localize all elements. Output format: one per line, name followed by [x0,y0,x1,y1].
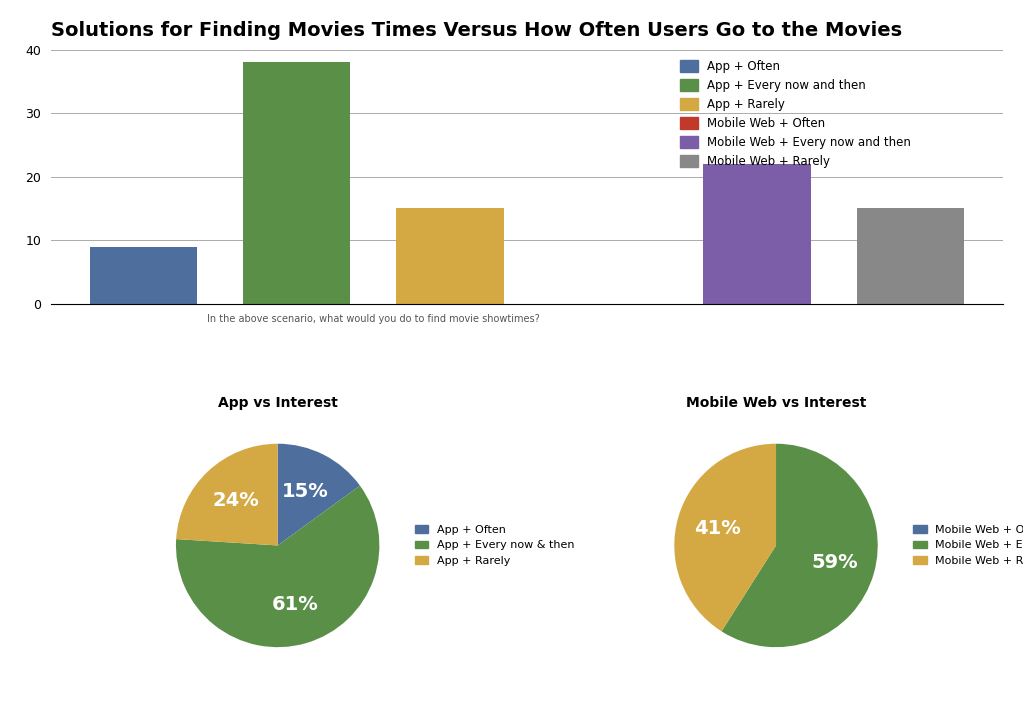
Text: 59%: 59% [811,553,858,572]
Wedge shape [176,486,380,647]
Text: 41%: 41% [694,519,741,538]
Text: 24%: 24% [213,491,259,510]
Bar [397,208,504,304]
Text: Solutions for Finding Movies Times Versus How Often Users Go to the Movies: Solutions for Finding Movies Times Versu… [51,21,902,40]
Wedge shape [176,444,277,545]
Legend: App + Often, App + Every now and then, App + Rarely, Mobile Web + Often, Mobile : App + Often, App + Every now and then, A… [675,55,916,173]
Bar [90,246,196,304]
Bar [857,208,965,304]
Wedge shape [674,444,776,632]
Bar [704,164,811,304]
Wedge shape [721,444,878,647]
Title: App vs Interest: App vs Interest [218,396,338,410]
Bar [243,62,350,304]
Legend: App + Often, App + Every now & then, App + Rarely: App + Often, App + Every now & then, App… [410,520,579,571]
Text: 61%: 61% [271,595,318,614]
Wedge shape [277,444,360,545]
Legend: Mobile Web + Often, Mobile Web + Every now & then, Mobile Web + Rarely: Mobile Web + Often, Mobile Web + Every n… [908,520,1023,571]
Text: 15%: 15% [282,481,328,501]
Title: Mobile Web vs Interest: Mobile Web vs Interest [685,396,866,410]
